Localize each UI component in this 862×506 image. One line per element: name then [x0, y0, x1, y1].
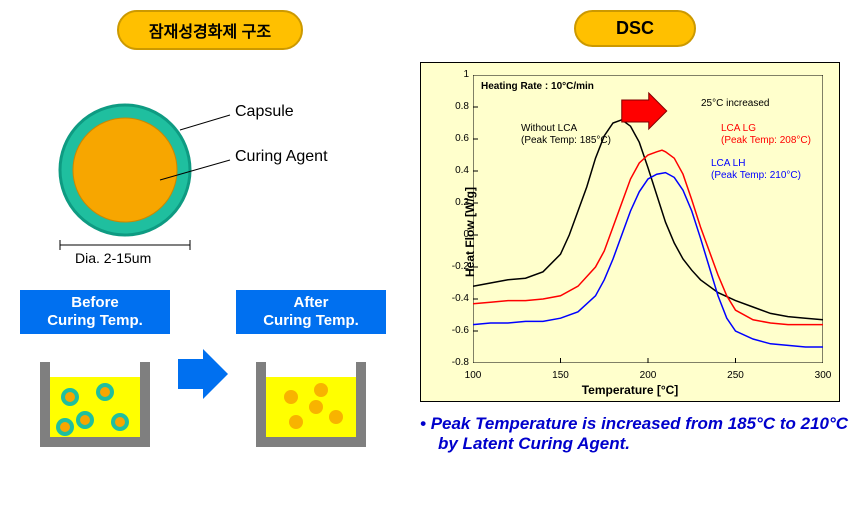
anno-heating-rate: Heating Rate : 10°C/min [481, 81, 594, 93]
anno-lca-lh: LCA LH (Peak Temp: 210°C) [711, 158, 801, 182]
capsule-diagram: Capsule Curing Agent Dia. 2-15um [20, 70, 380, 260]
xlabel: Temperature [°C] [582, 383, 679, 397]
capsule-svg [20, 70, 380, 270]
title-right: DSC [574, 10, 696, 47]
anno-without-lca: Without LCA (Peak Temp: 185°C) [521, 123, 611, 147]
state-before: Before Curing Temp. [20, 290, 170, 457]
label-after: After Curing Temp. [236, 290, 386, 334]
arrow-icon [178, 344, 228, 404]
label-before: Before Curing Temp. [20, 290, 170, 334]
chart-svg [473, 75, 823, 363]
beaker-before-svg [25, 342, 165, 452]
label-curing-agent: Curing Agent [235, 148, 328, 166]
anno-arrow-label: 25°C increased [701, 98, 769, 110]
beaker-after-svg [241, 342, 381, 452]
label-capsule: Capsule [235, 103, 294, 121]
title-left: 잠재성경화제 구조 [117, 10, 303, 50]
conclusion-text: • Peak Temperature is increased from 185… [420, 414, 850, 454]
dsc-chart: Heat Flow [W/g] Temperature [°C] -0.8-0.… [420, 62, 840, 402]
anno-lca-lg: LCA LG (Peak Temp: 208°C) [721, 123, 811, 147]
state-row: Before Curing Temp. After Curing Temp. [20, 290, 400, 457]
state-after: After Curing Temp. [236, 290, 386, 457]
label-diameter: Dia. 2-15um [75, 250, 151, 266]
